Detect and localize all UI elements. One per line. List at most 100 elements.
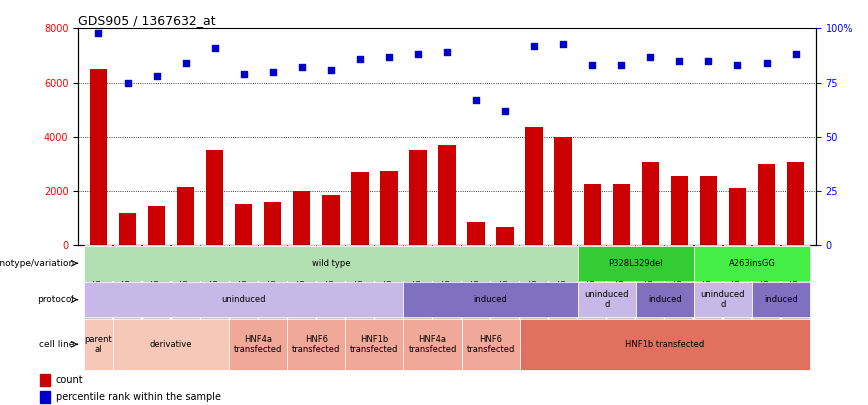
Text: HNF6
transfected: HNF6 transfected [466, 335, 515, 354]
Text: count: count [56, 375, 83, 385]
Point [673, 58, 687, 64]
Point [121, 79, 135, 86]
FancyBboxPatch shape [578, 246, 694, 281]
FancyBboxPatch shape [113, 319, 229, 369]
FancyBboxPatch shape [317, 245, 345, 326]
Text: GSM27160: GSM27160 [501, 247, 510, 289]
FancyBboxPatch shape [491, 245, 519, 326]
Bar [380, 171, 398, 245]
Bar [293, 191, 311, 245]
FancyBboxPatch shape [404, 282, 578, 317]
FancyBboxPatch shape [578, 282, 636, 317]
FancyBboxPatch shape [172, 245, 200, 326]
FancyBboxPatch shape [114, 245, 141, 326]
Text: GSM27169: GSM27169 [704, 247, 713, 289]
Point [324, 66, 338, 73]
Text: GSM27156: GSM27156 [297, 247, 306, 289]
FancyBboxPatch shape [752, 282, 810, 317]
Point [149, 73, 163, 79]
Text: GSM27205: GSM27205 [152, 247, 161, 289]
Bar [525, 127, 542, 245]
Bar [322, 195, 339, 245]
Bar [352, 172, 369, 245]
Text: HNF1b transfected: HNF1b transfected [625, 340, 705, 349]
Point [469, 97, 483, 103]
FancyBboxPatch shape [578, 245, 606, 326]
FancyBboxPatch shape [433, 245, 461, 326]
Bar [496, 228, 514, 245]
Bar [729, 188, 746, 245]
Text: uninduced
d: uninduced d [700, 290, 746, 309]
Bar [438, 145, 456, 245]
FancyBboxPatch shape [84, 246, 578, 281]
FancyBboxPatch shape [608, 245, 635, 326]
Bar [555, 136, 572, 245]
FancyBboxPatch shape [346, 245, 374, 326]
FancyBboxPatch shape [142, 245, 170, 326]
Text: percentile rank within the sample: percentile rank within the sample [56, 392, 220, 403]
Bar [613, 184, 630, 245]
FancyBboxPatch shape [404, 319, 462, 369]
Text: induced: induced [648, 295, 681, 304]
Point [91, 30, 105, 36]
Text: GSM27163: GSM27163 [646, 247, 654, 289]
FancyBboxPatch shape [404, 245, 432, 326]
FancyBboxPatch shape [694, 282, 752, 317]
Text: GSM27157: GSM27157 [471, 247, 481, 289]
FancyBboxPatch shape [230, 245, 258, 326]
FancyBboxPatch shape [724, 245, 752, 326]
Text: GSM27151: GSM27151 [413, 247, 423, 289]
Point [411, 51, 425, 58]
Point [266, 68, 279, 75]
FancyBboxPatch shape [84, 282, 404, 317]
FancyBboxPatch shape [520, 319, 810, 369]
Text: uninduced: uninduced [221, 295, 266, 304]
Bar [148, 206, 165, 245]
Text: HNF4a
transfected: HNF4a transfected [234, 335, 282, 354]
Text: A263insGG: A263insGG [728, 259, 775, 268]
Text: HNF4a
transfected: HNF4a transfected [408, 335, 457, 354]
Bar [40, 374, 50, 386]
Point [207, 45, 221, 51]
Text: GSM27167: GSM27167 [675, 247, 684, 289]
FancyBboxPatch shape [462, 319, 520, 369]
Text: GSM27207: GSM27207 [210, 247, 219, 289]
FancyBboxPatch shape [636, 282, 694, 317]
Text: P328L329del: P328L329del [608, 259, 663, 268]
Text: GSM27172: GSM27172 [791, 247, 800, 289]
Text: GSM27161: GSM27161 [588, 247, 597, 289]
FancyBboxPatch shape [201, 245, 228, 326]
Point [295, 64, 309, 70]
Text: induced: induced [474, 295, 508, 304]
Text: GSM27165: GSM27165 [617, 247, 626, 289]
FancyBboxPatch shape [229, 319, 287, 369]
FancyBboxPatch shape [259, 245, 286, 326]
Text: genotype/variation: genotype/variation [0, 259, 75, 268]
Text: derivative: derivative [150, 340, 193, 349]
Text: GSM27153: GSM27153 [443, 247, 451, 289]
FancyBboxPatch shape [84, 245, 112, 326]
FancyBboxPatch shape [753, 245, 780, 326]
Bar [177, 187, 194, 245]
FancyBboxPatch shape [666, 245, 694, 326]
Text: HNF1b
transfected: HNF1b transfected [350, 335, 398, 354]
Point [440, 49, 454, 55]
Text: GSM27206: GSM27206 [181, 247, 190, 289]
Text: GSM27204: GSM27204 [123, 247, 132, 289]
Text: uninduced
d: uninduced d [584, 290, 629, 309]
FancyBboxPatch shape [694, 246, 810, 281]
Bar [206, 150, 223, 245]
Text: GSM27063: GSM27063 [355, 247, 365, 289]
FancyBboxPatch shape [345, 319, 404, 369]
Bar [467, 222, 485, 245]
Text: GSM27148: GSM27148 [385, 247, 393, 289]
Text: GSM27171: GSM27171 [733, 247, 742, 289]
Point [527, 43, 541, 49]
Text: GSM27170: GSM27170 [762, 247, 771, 289]
Bar [758, 164, 775, 245]
Text: protocol: protocol [37, 295, 75, 304]
Point [643, 53, 657, 60]
Bar [40, 391, 50, 403]
Point [353, 55, 367, 62]
Point [615, 62, 628, 68]
